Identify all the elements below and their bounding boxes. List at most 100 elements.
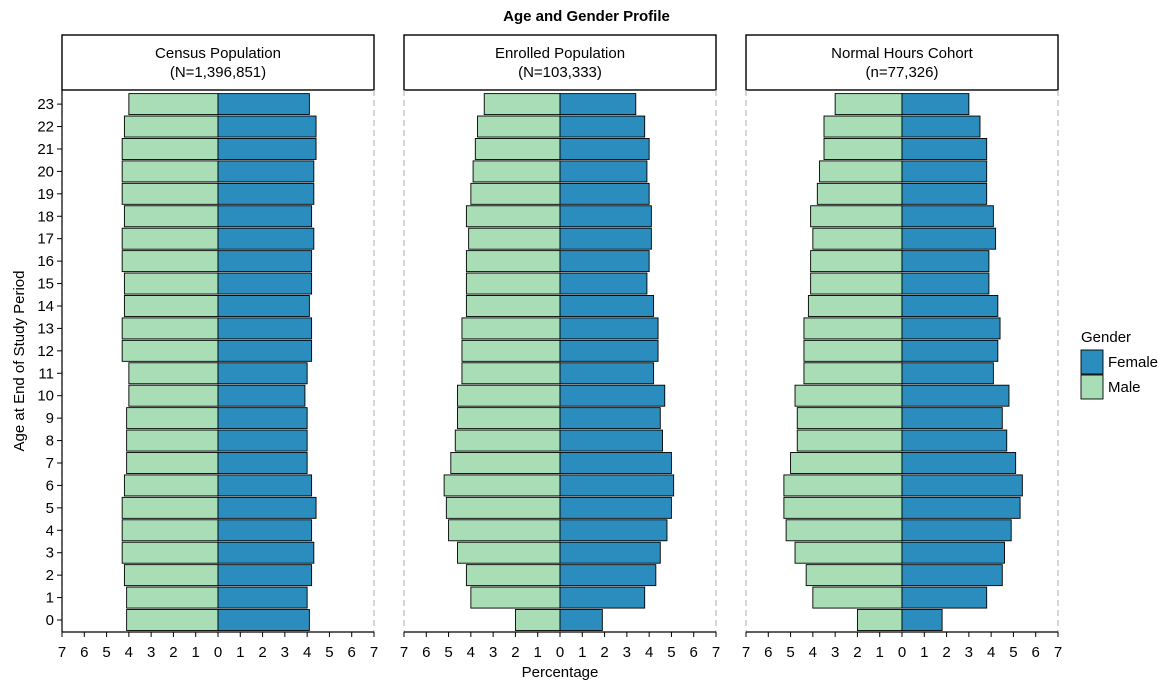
- bar-male: [126, 452, 219, 474]
- bar-female: [559, 250, 650, 273]
- bar-female: [559, 182, 650, 205]
- bar-female: [217, 384, 306, 407]
- bar-male: [128, 384, 219, 407]
- bar-male: [465, 272, 561, 295]
- bar-male: [790, 452, 903, 474]
- bar-male: [816, 182, 903, 205]
- bar-female: [217, 429, 308, 452]
- x-tick-label: 7: [1054, 644, 1062, 661]
- panel-strip: [745, 34, 1059, 91]
- bar-female: [217, 115, 317, 138]
- y-tick-label: 17: [37, 231, 54, 248]
- y-tick-label: 15: [37, 276, 54, 293]
- bar-male: [450, 452, 561, 474]
- bar-male: [470, 586, 561, 609]
- bar-female: [559, 160, 648, 183]
- bar-female: [901, 138, 988, 160]
- bar-female: [559, 93, 637, 116]
- strip-sublabel: (N=1,396,851): [170, 64, 266, 81]
- bar-male: [803, 317, 903, 340]
- bar-male: [121, 182, 219, 205]
- bar-male: [123, 115, 219, 138]
- bar-male: [121, 339, 219, 362]
- bar-male: [121, 227, 219, 250]
- x-tick-label: 6: [348, 644, 356, 661]
- y-tick-label: 1: [46, 590, 54, 607]
- x-tick-label: 7: [370, 644, 378, 661]
- bar-male: [823, 138, 903, 160]
- bar-female: [559, 519, 668, 542]
- bar-female: [901, 407, 1003, 430]
- bar-female: [559, 384, 666, 407]
- bar-male: [465, 250, 561, 273]
- x-tick-label: 7: [58, 644, 66, 661]
- chart-title: Age and Gender Profile: [503, 8, 670, 25]
- x-tick-label: 3: [831, 644, 839, 661]
- legend-label-female: Female: [1108, 354, 1158, 371]
- bar-male: [810, 250, 903, 273]
- bar-female: [559, 138, 650, 160]
- x-tick-label: 1: [236, 644, 244, 661]
- bar-female: [559, 541, 661, 564]
- x-tick-label: 4: [809, 644, 817, 661]
- bar-male: [457, 384, 561, 407]
- x-tick-label: 6: [422, 644, 430, 661]
- bar-male: [472, 160, 561, 183]
- bar-male: [445, 496, 561, 519]
- bar-male: [121, 160, 219, 183]
- bar-female: [217, 496, 317, 519]
- bar-male: [461, 362, 561, 385]
- y-tick-label: 6: [46, 477, 54, 494]
- y-tick-label: 3: [46, 545, 54, 562]
- y-tick-label: 7: [46, 455, 54, 472]
- bar-male: [810, 272, 903, 295]
- x-tick-label: 1: [876, 644, 884, 661]
- x-tick-label: 2: [600, 644, 608, 661]
- bar-male: [803, 362, 903, 385]
- x-tick-label: 0: [556, 644, 564, 661]
- bar-male: [834, 93, 903, 116]
- bar-female: [901, 250, 990, 273]
- bar-female: [901, 93, 970, 116]
- bar-female: [559, 407, 661, 430]
- bar-female: [559, 205, 652, 228]
- bar-female: [901, 541, 1005, 564]
- strip-label: Normal Hours Cohort: [831, 45, 974, 62]
- x-tick-label: 3: [147, 644, 155, 661]
- x-tick-label: 4: [467, 644, 475, 661]
- x-tick-label: 2: [942, 644, 950, 661]
- bar-female: [559, 474, 675, 497]
- bar-male: [126, 586, 219, 609]
- bar-female: [559, 362, 655, 385]
- bar-female: [901, 317, 1001, 340]
- bar-male: [457, 541, 561, 564]
- panel-strip: [61, 34, 375, 91]
- strip-sublabel: (N=103,333): [518, 64, 602, 81]
- y-tick-label: 20: [37, 163, 54, 180]
- bar-female: [217, 339, 313, 362]
- x-tick-label: 5: [667, 644, 675, 661]
- bar-female: [217, 407, 308, 430]
- x-tick-label: 3: [489, 644, 497, 661]
- strip-label: Census Population: [155, 45, 281, 62]
- bar-male: [454, 429, 561, 452]
- bar-female: [901, 586, 988, 609]
- bar-male: [483, 93, 561, 116]
- bar-male: [474, 138, 561, 160]
- bar-female: [901, 564, 1003, 587]
- x-tick-label: 0: [214, 644, 222, 661]
- bar-female: [901, 272, 990, 295]
- bar-male: [856, 609, 903, 631]
- x-tick-label: 4: [303, 644, 311, 661]
- bar-female: [559, 452, 672, 474]
- x-tick-label: 4: [645, 644, 653, 661]
- bar-male: [794, 384, 903, 407]
- bar-male: [783, 496, 903, 519]
- bar-male: [823, 115, 903, 138]
- bar-male: [121, 250, 219, 273]
- y-tick-label: 16: [37, 253, 54, 270]
- bar-male: [796, 429, 903, 452]
- bar-female: [217, 586, 308, 609]
- bar-male: [514, 609, 561, 631]
